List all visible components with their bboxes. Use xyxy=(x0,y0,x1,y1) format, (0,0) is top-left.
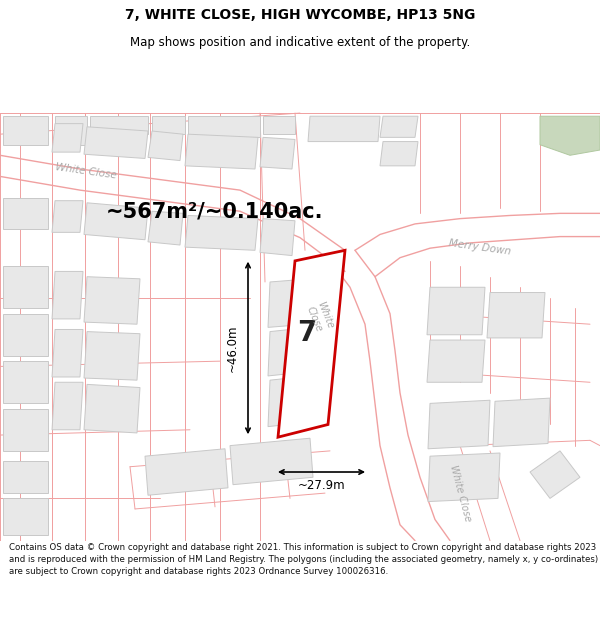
Polygon shape xyxy=(3,198,48,229)
Text: Map shows position and indicative extent of the property.: Map shows position and indicative extent… xyxy=(130,36,470,49)
Polygon shape xyxy=(185,134,258,169)
Polygon shape xyxy=(487,292,545,338)
Polygon shape xyxy=(84,202,148,240)
Polygon shape xyxy=(148,131,183,161)
Polygon shape xyxy=(3,409,48,451)
Text: 7: 7 xyxy=(297,319,316,347)
Polygon shape xyxy=(188,116,260,138)
Polygon shape xyxy=(428,453,500,502)
Polygon shape xyxy=(52,271,83,319)
Polygon shape xyxy=(3,361,48,403)
Polygon shape xyxy=(268,279,310,328)
Polygon shape xyxy=(308,116,380,142)
Polygon shape xyxy=(52,201,83,232)
Polygon shape xyxy=(3,461,48,493)
Polygon shape xyxy=(90,116,148,134)
Text: ~27.9m: ~27.9m xyxy=(298,479,346,492)
Text: Merry Down: Merry Down xyxy=(448,238,512,256)
Polygon shape xyxy=(3,498,48,536)
Polygon shape xyxy=(427,340,485,382)
Text: ~567m²/~0.140ac.: ~567m²/~0.140ac. xyxy=(106,201,324,221)
Text: 7, WHITE CLOSE, HIGH WYCOMBE, HP13 5NG: 7, WHITE CLOSE, HIGH WYCOMBE, HP13 5NG xyxy=(125,8,475,22)
Polygon shape xyxy=(52,329,83,377)
Polygon shape xyxy=(3,116,48,145)
Polygon shape xyxy=(52,124,83,152)
Polygon shape xyxy=(268,328,310,376)
Polygon shape xyxy=(145,449,228,495)
Polygon shape xyxy=(55,116,87,145)
Text: ~46.0m: ~46.0m xyxy=(226,324,239,372)
Polygon shape xyxy=(380,116,418,138)
Polygon shape xyxy=(185,216,258,250)
Polygon shape xyxy=(84,332,140,380)
Polygon shape xyxy=(428,400,490,449)
Polygon shape xyxy=(268,376,310,427)
Polygon shape xyxy=(380,142,418,166)
Polygon shape xyxy=(3,314,48,356)
Polygon shape xyxy=(84,277,140,324)
Polygon shape xyxy=(152,116,185,134)
Polygon shape xyxy=(84,127,148,159)
Polygon shape xyxy=(148,211,183,245)
Polygon shape xyxy=(230,438,313,484)
Polygon shape xyxy=(540,116,600,155)
Polygon shape xyxy=(493,398,550,447)
Polygon shape xyxy=(3,266,48,308)
Polygon shape xyxy=(260,138,295,169)
Text: White Close: White Close xyxy=(448,464,472,522)
Text: White
Close: White Close xyxy=(305,299,335,334)
Polygon shape xyxy=(84,384,140,433)
Polygon shape xyxy=(427,288,485,335)
Text: Contains OS data © Crown copyright and database right 2021. This information is : Contains OS data © Crown copyright and d… xyxy=(9,543,598,576)
Polygon shape xyxy=(530,451,580,498)
Polygon shape xyxy=(278,250,345,437)
Polygon shape xyxy=(260,219,295,256)
Polygon shape xyxy=(52,382,83,430)
Polygon shape xyxy=(263,116,295,134)
Text: White Close: White Close xyxy=(55,162,118,181)
